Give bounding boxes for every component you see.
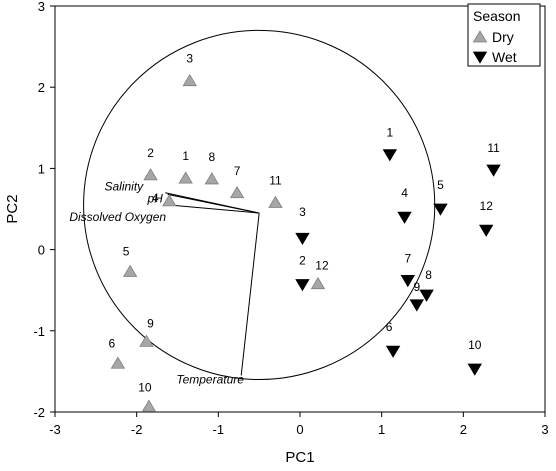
dry-point-8 xyxy=(204,172,220,185)
dry-point-label-10: 10 xyxy=(138,380,152,394)
dry-point-label-3: 3 xyxy=(186,52,193,66)
dry-point-9 xyxy=(139,334,154,347)
wet-point-label-9: 9 xyxy=(413,280,420,294)
wet-point-label-8: 8 xyxy=(425,268,432,282)
legend-label-wet: Wet xyxy=(492,49,517,65)
wet-point-12 xyxy=(478,224,494,237)
dry-point-label-9: 9 xyxy=(147,316,154,330)
dry-point-label-8: 8 xyxy=(208,150,215,164)
wet-point-9 xyxy=(409,299,424,312)
dry-point-label-1: 1 xyxy=(182,149,189,163)
wet-point-8 xyxy=(419,289,434,302)
x-tick-label-0: -3 xyxy=(49,422,61,437)
vector-label-ph: pH xyxy=(146,192,163,206)
dry-point-3 xyxy=(182,73,197,87)
dry-point-11 xyxy=(268,195,283,208)
wet-point-label-4: 4 xyxy=(401,186,408,200)
wet-point-label-11: 11 xyxy=(487,141,500,155)
dry-point-1 xyxy=(178,171,193,184)
legend-title: Season xyxy=(473,8,520,24)
dry-point-10 xyxy=(141,399,157,412)
dry-point-2 xyxy=(143,168,158,181)
correlation-circle xyxy=(83,29,436,381)
dry-point-6 xyxy=(110,356,126,369)
dry-point-label-11: 11 xyxy=(269,174,282,188)
legend-label-dry: Dry xyxy=(492,29,514,45)
dry-point-7 xyxy=(229,185,245,199)
wet-point-label-3: 3 xyxy=(299,205,306,219)
x-tick-label-6: 3 xyxy=(541,422,548,437)
vector-dissolved-oxygen xyxy=(169,204,260,214)
x-tick-label-2: -1 xyxy=(213,422,225,437)
y-tick-label-5: 3 xyxy=(38,0,45,14)
wet-point-11 xyxy=(486,164,501,177)
wet-point-label-10: 10 xyxy=(468,338,482,352)
legend-marker-wet xyxy=(472,51,488,64)
wet-point-1 xyxy=(382,149,398,162)
legend: Season Dry Wet xyxy=(467,3,541,67)
wet-point-4 xyxy=(397,211,412,224)
x-axis-title: PC1 xyxy=(285,449,314,466)
vector-label-dissolved-oxygen: Dissolved Oxygen xyxy=(69,210,166,224)
dry-point-label-5: 5 xyxy=(123,245,130,259)
dry-point-label-7: 7 xyxy=(234,164,241,178)
y-tick-label-0: -2 xyxy=(33,405,45,420)
vector-label-temperature: Temperature xyxy=(176,373,244,387)
dry-point-label-4: 4 xyxy=(152,191,159,205)
wet-point-label-5: 5 xyxy=(437,178,444,192)
x-tick-label-3: 0 xyxy=(296,422,303,437)
x-tick-label-1: -2 xyxy=(131,422,143,437)
y-tick-label-1: -1 xyxy=(33,324,45,339)
wet-point-2 xyxy=(295,279,310,292)
dry-point-12 xyxy=(310,276,326,290)
wet-point-label-2: 2 xyxy=(299,254,306,268)
dry-point-label-6: 6 xyxy=(109,336,116,350)
vector-label-salinity: Salinity xyxy=(105,179,145,193)
y-tick-label-2: 0 xyxy=(38,243,45,258)
dry-point-4 xyxy=(162,194,177,207)
wet-point-6 xyxy=(385,345,401,358)
wet-point-label-12: 12 xyxy=(480,199,494,213)
dry-point-label-2: 2 xyxy=(147,146,154,160)
wet-point-7 xyxy=(400,275,416,288)
dry-point-5 xyxy=(122,264,138,277)
vector-temperature xyxy=(240,213,260,376)
wet-point-3 xyxy=(295,232,310,246)
x-tick-label-5: 2 xyxy=(460,422,467,437)
vector-ph xyxy=(167,193,260,214)
wet-point-label-1: 1 xyxy=(386,126,393,140)
x-tick-label-4: 1 xyxy=(378,422,385,437)
dry-point-label-12: 12 xyxy=(315,259,329,273)
wet-point-label-7: 7 xyxy=(404,251,411,265)
wet-point-10 xyxy=(467,363,482,376)
wet-point-label-6: 6 xyxy=(386,320,393,334)
correlation-circle-layer xyxy=(83,29,436,381)
y-tick-label-3: 1 xyxy=(38,161,45,176)
legend-marker-dry xyxy=(472,30,488,43)
y-tick-label-4: 2 xyxy=(38,80,45,95)
wet-point-5 xyxy=(433,203,448,216)
y-axis-title: PC2 xyxy=(4,194,21,223)
